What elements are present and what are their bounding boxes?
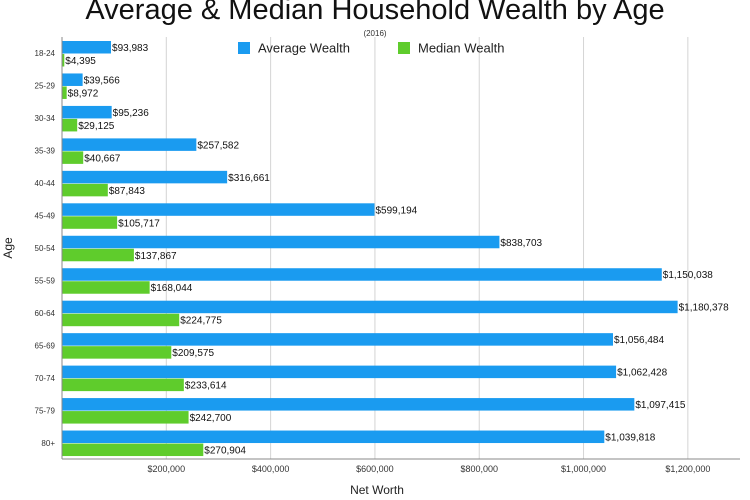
category-label: 50-54 [35, 244, 56, 253]
data-label: $4,395 [65, 56, 96, 67]
data-label: $39,566 [84, 75, 121, 86]
median-wealth-bar [62, 86, 67, 99]
x-axis-title: Net Worth [350, 483, 404, 497]
average-wealth-bar [62, 300, 678, 314]
data-label: $224,775 [180, 316, 222, 327]
median-wealth-bar [62, 346, 172, 359]
legend: Average Wealth Median Wealth [238, 41, 504, 56]
category-label: 70-74 [35, 374, 56, 383]
median-wealth-bar [62, 54, 65, 67]
median-wealth-bar [62, 411, 189, 424]
average-wealth-bar [62, 365, 617, 379]
category-label: 60-64 [35, 309, 56, 318]
average-wealth-bar [62, 73, 83, 86]
legend-label: Average Wealth [258, 41, 350, 56]
category-label: 80+ [41, 439, 55, 448]
data-label: $209,575 [172, 348, 214, 359]
median-wealth-bar [62, 378, 184, 392]
legend-label: Median Wealth [418, 41, 504, 56]
category-label: 45-49 [35, 212, 56, 221]
category-label: 75-79 [35, 406, 56, 415]
data-label: $1,180,378 [679, 303, 729, 314]
average-wealth-bar [62, 333, 613, 346]
data-label: $93,983 [112, 43, 149, 54]
category-label: 40-44 [35, 179, 56, 188]
average-wealth-bar [62, 430, 605, 444]
average-wealth-bar [62, 138, 197, 151]
average-wealth-bar [62, 41, 112, 54]
category-label: 18-24 [35, 49, 56, 58]
data-label: $1,062,428 [617, 368, 667, 379]
data-label: $257,582 [197, 140, 239, 151]
category-label: 35-39 [35, 147, 56, 156]
data-label: $105,717 [118, 218, 160, 229]
data-label: $29,125 [78, 121, 115, 132]
category-label: 30-34 [35, 114, 56, 123]
data-label: $1,150,038 [663, 270, 713, 281]
data-label: $1,056,484 [614, 335, 664, 346]
data-label: $87,843 [109, 186, 146, 197]
chart-subtitle: (2016) [363, 29, 387, 38]
x-tick-label: $1,200,000 [665, 464, 710, 474]
data-label: $1,039,818 [605, 433, 655, 444]
data-label: $8,972 [68, 88, 99, 99]
legend-swatch [238, 42, 250, 54]
median-wealth-bar [62, 151, 84, 164]
median-wealth-bar [62, 183, 108, 197]
median-wealth-bar [62, 248, 134, 262]
average-wealth-bar [62, 170, 228, 184]
x-tick-label: $400,000 [252, 464, 290, 474]
category-label: 65-69 [35, 341, 56, 350]
median-wealth-bar [62, 118, 78, 132]
data-label: $95,236 [113, 108, 150, 119]
average-wealth-bar [62, 398, 635, 411]
data-label: $599,194 [376, 205, 418, 216]
data-labels: $93,983 $4,395 $39,566 $8,972 $95,236 $29,125… [65, 43, 729, 457]
data-label: $838,703 [500, 238, 542, 249]
median-wealth-bar [62, 313, 180, 327]
median-wealth-bar [62, 281, 150, 294]
data-label: $316,661 [228, 173, 270, 184]
average-wealth-bar [62, 203, 375, 216]
category-label: 55-59 [35, 276, 56, 285]
category-label: 25-29 [35, 82, 56, 91]
legend-swatch [398, 42, 410, 54]
average-wealth-bar [62, 105, 112, 119]
median-wealth-bar [62, 443, 204, 457]
x-tick-label: $800,000 [460, 464, 498, 474]
data-label: $137,867 [135, 251, 177, 262]
chart-title: Average & Median Household Wealth by Age [85, 0, 665, 26]
data-label: $242,700 [190, 413, 232, 424]
axes: $200,000 $400,000 $600,000 $800,000 $1,000,0… [35, 37, 740, 474]
bars [62, 41, 678, 457]
data-label: $233,614 [185, 381, 227, 392]
average-wealth-bar [62, 235, 500, 249]
data-label: $40,667 [84, 153, 121, 164]
average-wealth-bar [62, 268, 662, 281]
x-tick-label: $600,000 [356, 464, 394, 474]
data-label: $168,044 [151, 283, 193, 294]
data-label: $270,904 [204, 446, 246, 457]
median-wealth-bar [62, 216, 118, 229]
y-axis-title: Age [1, 237, 15, 259]
data-label: $1,097,415 [635, 400, 685, 411]
x-tick-label: $1,000,000 [561, 464, 606, 474]
x-tick-label: $200,000 [148, 464, 186, 474]
